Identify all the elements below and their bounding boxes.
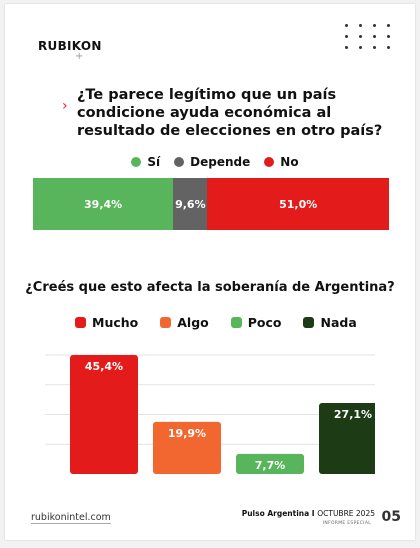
legend-item-nada: Nada [303,315,357,330]
legend-2: Mucho Algo Poco Nada [75,315,357,330]
stack-segment-si: 39,4% [33,178,174,230]
report-page: RUBIKON + › ¿Te parece legítimo que un p… [5,4,415,540]
footer-website: rubikonintel.com [31,512,111,523]
legend-dot-depende [174,157,185,167]
stack-segment-label: 9,6% [175,197,206,211]
footer-subtitle: INFORME ESPECIAL [322,521,371,526]
stack-segment-depende: 9,6% [173,178,208,230]
stack-segment-label: 51,0% [279,197,318,211]
footer-divider [31,523,111,524]
question-2: ¿Creés que esto afecta la soberanía de A… [25,280,395,295]
legend-label-depende: Depende [190,155,251,169]
bar-label-mucho: 45,4% [85,360,123,373]
legend-label-mucho: Mucho [92,315,139,330]
stack-segment-no: 51,0% [207,178,389,230]
bar-mucho [70,355,138,474]
legend-label-poco: Poco [247,315,282,330]
dot-grid-decoration [345,24,390,49]
bar-label-algo: 19,9% [168,427,206,440]
bar-label-poco: 7,7% [255,459,286,472]
bar-nada [319,402,375,474]
brand-logo: RUBIKON [38,39,102,53]
legend-1: Sí Depende No [5,155,420,169]
legend-item-poco: Poco [230,315,282,330]
legend-item-mucho: Mucho [75,315,138,330]
legend-label-algo: Algo [177,315,209,330]
legend-label-nada: Nada [320,315,357,330]
legend-dot-algo [160,317,172,328]
vertical-bar-chart: 45,4% 19,9% 7,7% 27,1% [45,354,375,474]
chevron-right-icon: › [62,98,68,114]
legend-item-algo: Algo [160,315,209,330]
footer-report-title: Pulso Argentina I OCTUBRE 2025 [242,509,375,518]
stack-segment-label: 39,4% [84,197,123,211]
legend-item-si: Sí [131,155,160,169]
legend-label-si: Sí [147,155,161,169]
question-1: ¿Te parece legítimo que un país condicio… [77,87,383,139]
bar-poco [236,453,304,474]
bar-label-nada: 27,1% [334,408,372,421]
legend-dot-nada [303,317,315,328]
legend-dot-poco [230,317,242,328]
page-number: 05 [381,509,401,525]
stacked-bar-chart: 39,4% 9,6% 51,0% [33,178,389,230]
footer-report-bold: Pulso Argentina I [241,509,315,518]
legend-item-depende: Depende [174,155,250,169]
bar-algo [153,421,221,474]
legend-item-no: No [264,155,299,169]
legend-dot-mucho [75,317,86,328]
legend-label-no: No [280,155,299,169]
legend-dot-no [264,157,275,167]
legend-dot-si [131,157,142,167]
footer-report-date: OCTUBRE 2025 [317,509,375,518]
plus-icon: + [75,51,84,62]
